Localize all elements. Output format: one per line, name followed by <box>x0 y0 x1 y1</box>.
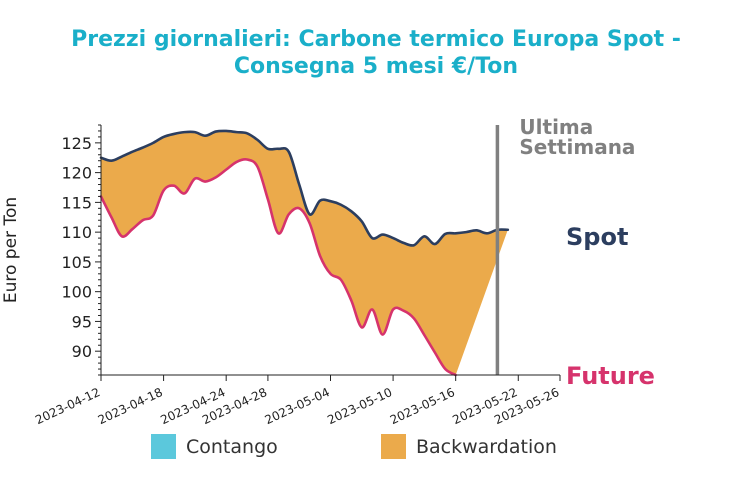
x-ticks: 2023-04-122023-04-182023-04-242023-04-28… <box>33 375 561 427</box>
legend-swatch-contango <box>151 434 176 459</box>
y-axis-label: Euro per Ton <box>1 197 21 303</box>
x-tick-label: 2023-04-18 <box>96 385 165 427</box>
backwardation-area <box>101 130 508 375</box>
series-line-spot <box>99 129 510 247</box>
legend-label-contango: Contango <box>186 436 278 458</box>
last-week-label-line-2: Settimana <box>519 135 635 159</box>
legend-swatch-backwardation <box>381 434 406 459</box>
chart-title-line-1: Prezzi giornalieri: Carbone termico Euro… <box>71 27 681 52</box>
y-tick-label: 125 <box>61 134 92 153</box>
x-tick-label: 2023-05-04 <box>263 385 332 427</box>
y-tick-label: 90 <box>72 342 92 361</box>
x-tick-label: 2023-05-16 <box>388 385 457 427</box>
y-tick-label: 120 <box>61 164 92 183</box>
last-week-label-line-1: Ultima <box>519 115 593 139</box>
chart-title-line-2: Consegna 5 mesi €/Ton <box>234 54 518 79</box>
lines-layer <box>99 129 510 377</box>
series-end-label-future: Future <box>566 362 655 390</box>
y-tick-label: 95 <box>72 312 92 331</box>
x-tick-label: 2023-05-10 <box>325 385 394 427</box>
area-layer <box>101 130 508 375</box>
y-tick-label: 115 <box>61 193 92 212</box>
y-tick-label: 100 <box>61 283 92 302</box>
series-end-label-spot: Spot <box>566 223 628 251</box>
y-tick-label: 110 <box>61 223 92 242</box>
y-ticks: 90 95 100 105 110 115 120 125 <box>61 124 101 376</box>
y-tick-label: 105 <box>61 253 92 272</box>
x-tick-label: 2023-04-12 <box>33 385 102 427</box>
legend-label-backwardation: Backwardation <box>416 436 557 458</box>
series-line-future <box>99 158 457 377</box>
